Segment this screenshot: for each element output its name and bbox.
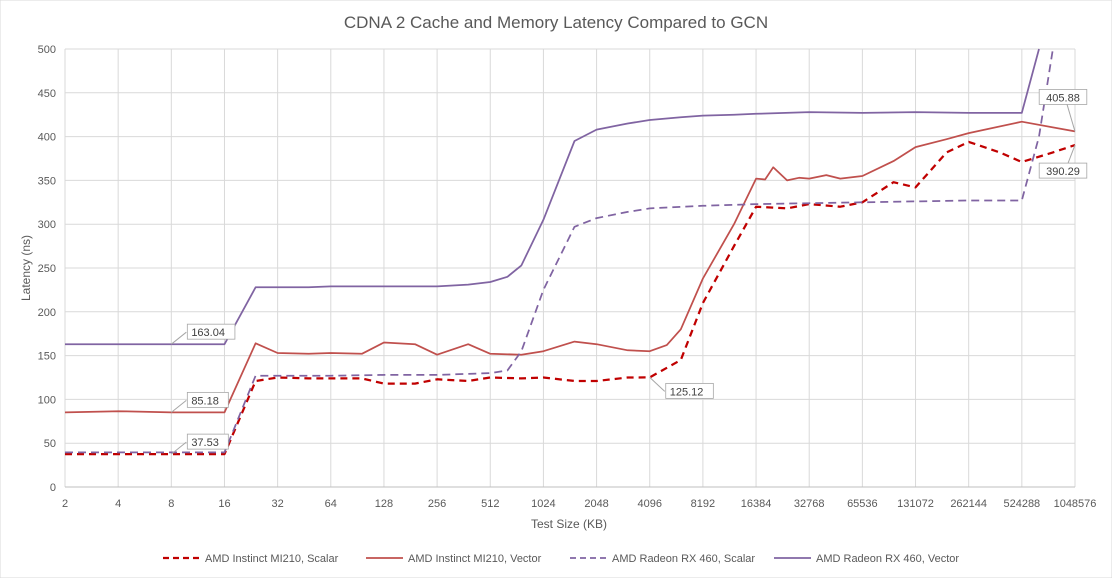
y-tick-label: 350 bbox=[38, 175, 56, 187]
x-tick-label: 32768 bbox=[794, 498, 825, 510]
x-tick-label: 4 bbox=[115, 498, 121, 510]
legend: AMD Instinct MI210, Scalar AMD Instinct M… bbox=[163, 553, 959, 565]
x-axis-label: Test Size (KB) bbox=[531, 517, 607, 531]
chart-title: CDNA 2 Cache and Memory Latency Compared… bbox=[344, 13, 768, 32]
y-axis-ticks: 0 50 100 150 200 250 300 350 400 450 500 bbox=[38, 44, 56, 494]
data-label: 37.53 bbox=[191, 437, 219, 449]
data-label-box bbox=[1038, 89, 1088, 105]
x-tick-label: 2048 bbox=[584, 498, 608, 510]
series-line-2 bbox=[64, 120, 1076, 414]
y-tick-label: 150 bbox=[38, 351, 56, 363]
y-tick-label: 200 bbox=[38, 307, 56, 319]
data-label-leader bbox=[171, 399, 187, 413]
legend-label-3: AMD Radeon RX 460, Scalar bbox=[612, 553, 755, 565]
y-tick-label: 450 bbox=[38, 88, 56, 100]
data-label-box bbox=[186, 391, 229, 408]
x-tick-label: 262144 bbox=[950, 498, 987, 510]
legend-label-4: AMD Radeon RX 460, Vector bbox=[816, 553, 959, 565]
data-label-box bbox=[186, 433, 229, 450]
x-tick-label: 128 bbox=[375, 498, 393, 510]
x-tick-label: 4096 bbox=[637, 498, 661, 510]
series-lines bbox=[64, 48, 1076, 456]
data-label: 125.12 bbox=[670, 386, 704, 398]
data-label-box bbox=[1038, 162, 1088, 179]
x-tick-label: 16384 bbox=[741, 498, 772, 510]
y-tick-label: 300 bbox=[38, 219, 56, 231]
data-label-box bbox=[665, 382, 714, 399]
gridlines bbox=[64, 48, 1076, 488]
x-tick-label: 8 bbox=[168, 498, 174, 510]
x-tick-label: 32 bbox=[272, 498, 284, 510]
data-label: 390.29 bbox=[1046, 166, 1080, 178]
x-tick-label: 8192 bbox=[691, 498, 715, 510]
y-tick-label: 0 bbox=[50, 482, 56, 494]
data-label: 85.18 bbox=[191, 395, 219, 407]
data-label-box bbox=[186, 323, 236, 340]
x-tick-label: 524288 bbox=[1003, 498, 1040, 510]
y-tick-label: 250 bbox=[38, 263, 56, 275]
series-line-3 bbox=[65, 48, 1054, 454]
legend-label-2: AMD Instinct MI210, Vector bbox=[408, 553, 542, 565]
data-label: 163.04 bbox=[191, 327, 225, 339]
x-tick-label: 1024 bbox=[531, 498, 555, 510]
y-tick-label: 400 bbox=[38, 132, 56, 144]
legend-label-1: AMD Instinct MI210, Scalar bbox=[205, 553, 339, 565]
data-labels: 163.04 85.18 37.53 125.12 405.88 390.29 bbox=[171, 89, 1088, 455]
y-tick-label: 500 bbox=[38, 44, 56, 56]
data-label-leader bbox=[171, 441, 187, 455]
data-label-leader bbox=[649, 377, 666, 392]
x-tick-label: 256 bbox=[428, 498, 446, 510]
data-label-leader bbox=[171, 331, 187, 345]
x-tick-label: 64 bbox=[325, 498, 337, 510]
x-axis-ticks: 2 4 8 16 32 64 128 256 512 1024 2048 4096 8192 16384 3… bbox=[62, 498, 1096, 510]
x-tick-label: 512 bbox=[481, 498, 499, 510]
y-tick-label: 100 bbox=[38, 394, 56, 406]
x-tick-label: 1048576 bbox=[1054, 498, 1097, 510]
y-axis-label: Latency (ns) bbox=[19, 235, 33, 301]
x-tick-label: 16 bbox=[218, 498, 230, 510]
data-label: 405.88 bbox=[1046, 92, 1080, 104]
x-tick-label: 2 bbox=[62, 498, 68, 510]
y-tick-label: 50 bbox=[44, 438, 56, 450]
x-tick-label: 65536 bbox=[847, 498, 878, 510]
x-tick-label: 131072 bbox=[897, 498, 934, 510]
series-line-4 bbox=[65, 48, 1040, 346]
